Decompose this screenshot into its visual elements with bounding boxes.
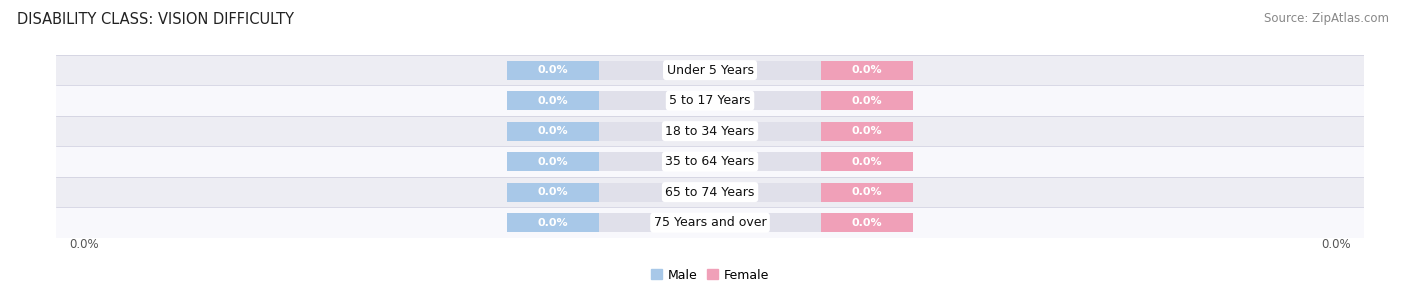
Text: 0.0%: 0.0% (852, 218, 882, 228)
Bar (508, 213, 599, 232)
Text: 75 Years and over: 75 Years and over (654, 216, 766, 229)
Bar (508, 122, 912, 141)
Bar (508, 152, 912, 171)
Bar (508, 61, 599, 80)
Text: 0.0%: 0.0% (538, 157, 568, 167)
Legend: Male, Female: Male, Female (647, 264, 773, 287)
Text: 0.0%: 0.0% (852, 187, 882, 197)
Text: 0.0%: 0.0% (538, 218, 568, 228)
Text: 5 to 17 Years: 5 to 17 Years (669, 94, 751, 107)
Text: Under 5 Years: Under 5 Years (666, 64, 754, 77)
Text: 0.0%: 0.0% (538, 187, 568, 197)
Bar (821, 91, 912, 110)
Bar (821, 61, 912, 80)
Text: 0.0%: 0.0% (852, 157, 882, 167)
Bar (821, 152, 912, 171)
Bar (508, 213, 912, 232)
Bar (56, 116, 1364, 146)
Text: 0.0%: 0.0% (69, 238, 98, 251)
Text: 0.0%: 0.0% (852, 65, 882, 75)
Bar (56, 146, 1364, 177)
Text: 0.0%: 0.0% (1322, 238, 1351, 251)
Bar (56, 177, 1364, 207)
Text: 18 to 34 Years: 18 to 34 Years (665, 125, 755, 138)
Text: 0.0%: 0.0% (538, 65, 568, 75)
Text: DISABILITY CLASS: VISION DIFFICULTY: DISABILITY CLASS: VISION DIFFICULTY (17, 12, 294, 27)
Bar (508, 122, 599, 141)
Bar (821, 213, 912, 232)
Bar (821, 183, 912, 202)
Bar (508, 183, 912, 202)
Bar (508, 183, 599, 202)
Bar (508, 152, 599, 171)
Text: 65 to 74 Years: 65 to 74 Years (665, 186, 755, 199)
Text: 0.0%: 0.0% (538, 96, 568, 106)
Text: Source: ZipAtlas.com: Source: ZipAtlas.com (1264, 12, 1389, 25)
Bar (56, 85, 1364, 116)
Bar (508, 91, 599, 110)
Text: 0.0%: 0.0% (852, 126, 882, 136)
Bar (508, 61, 912, 80)
Bar (821, 122, 912, 141)
Text: 0.0%: 0.0% (538, 126, 568, 136)
Bar (56, 207, 1364, 238)
Text: 0.0%: 0.0% (852, 96, 882, 106)
Bar (508, 91, 912, 110)
Bar (56, 55, 1364, 85)
Text: 35 to 64 Years: 35 to 64 Years (665, 155, 755, 168)
